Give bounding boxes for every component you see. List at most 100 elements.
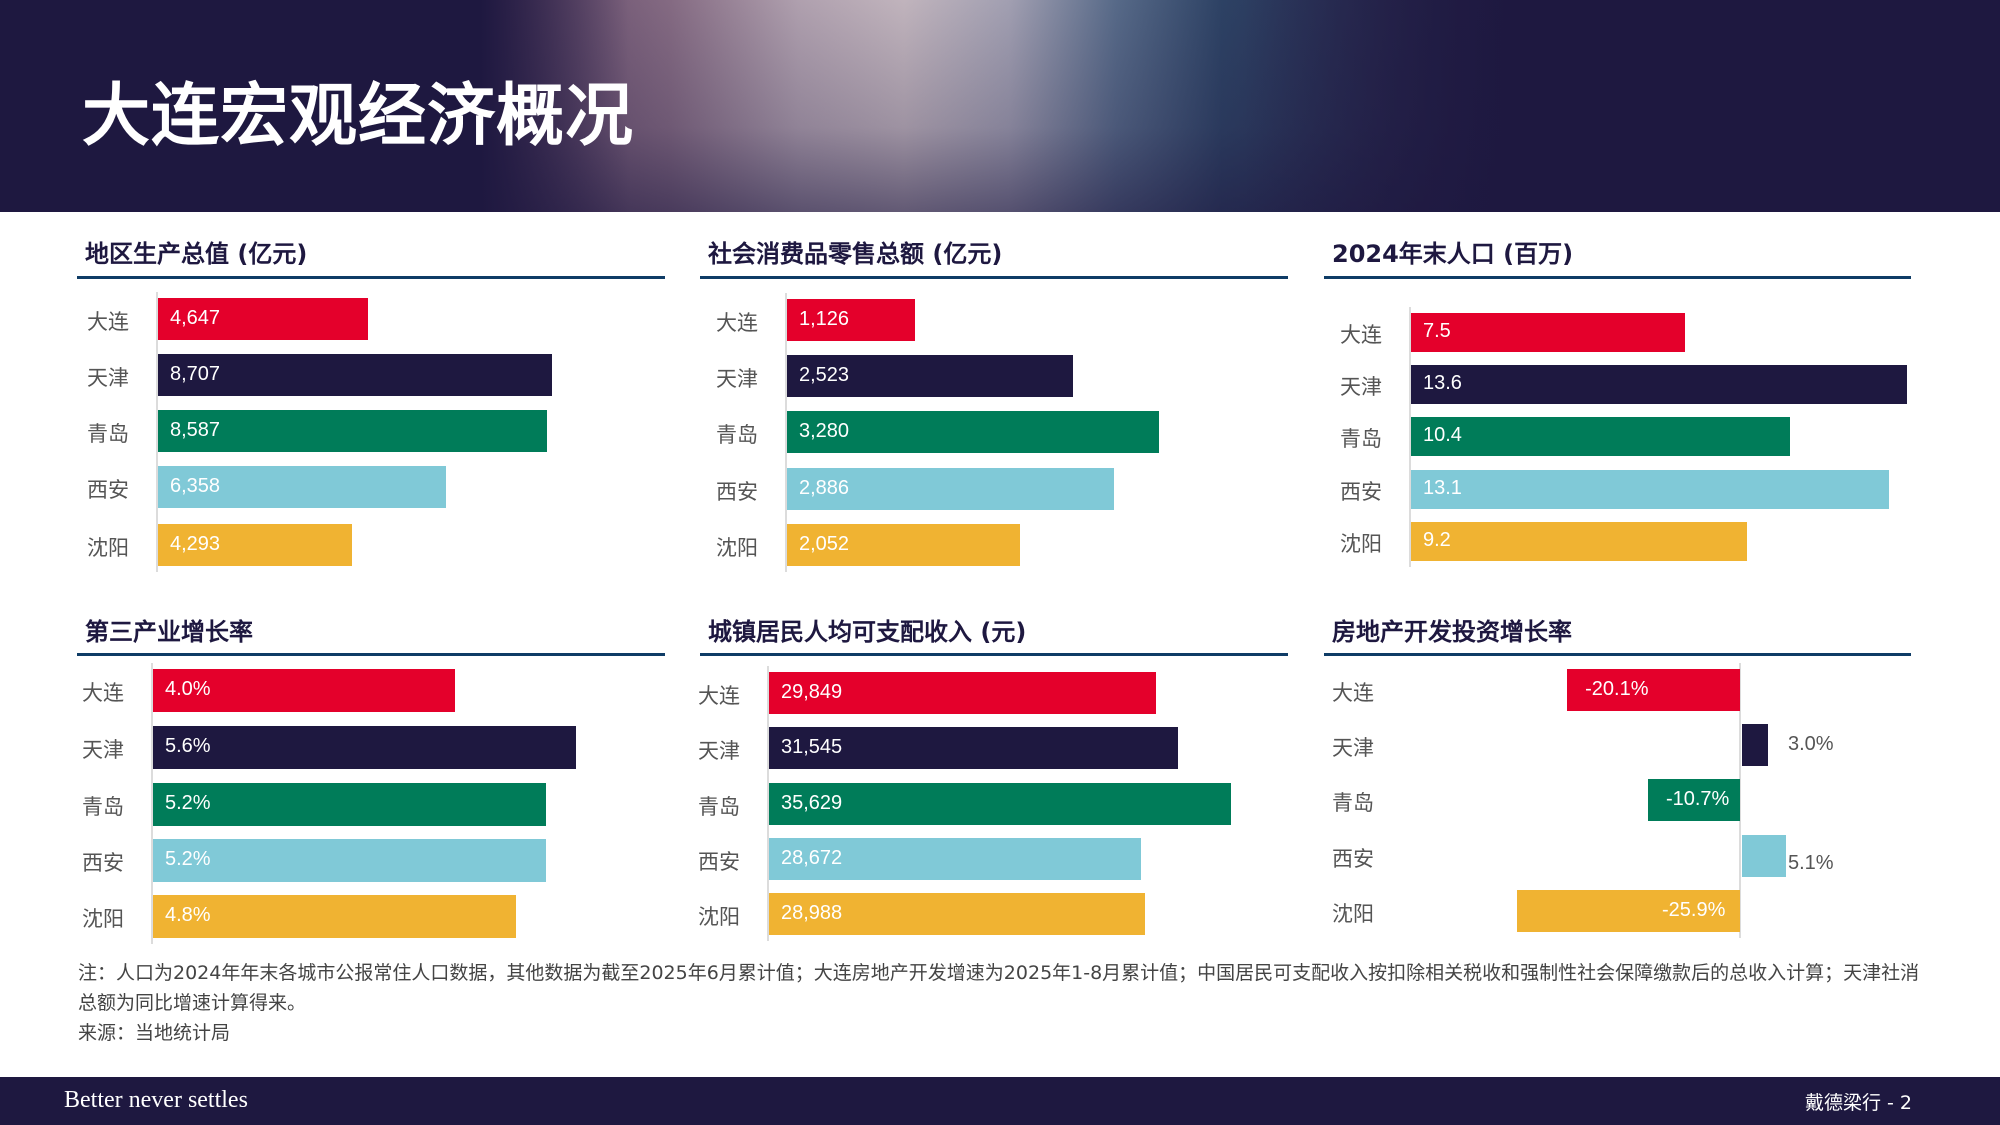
category-label: 西安 bbox=[1332, 847, 1374, 871]
chart-title: 地区生产总值 (亿元) bbox=[85, 240, 308, 268]
bar-value-label: 29,849 bbox=[781, 681, 843, 703]
category-label: 青岛 bbox=[1332, 791, 1374, 815]
page-title: 大连宏观经济概况 bbox=[82, 77, 635, 156]
bar-value-label: 9.2 bbox=[1423, 529, 1451, 551]
category-label: 大连 bbox=[716, 311, 758, 335]
bar-value-label: 10.4 bbox=[1423, 424, 1462, 446]
category-label: 天津 bbox=[716, 367, 758, 391]
category-label: 沈阳 bbox=[1332, 902, 1374, 926]
category-label: 青岛 bbox=[698, 795, 740, 819]
category-label: 西安 bbox=[82, 851, 124, 875]
category-label: 大连 bbox=[698, 684, 740, 708]
chart-disposable-income: 城镇居民人均可支配收入 (元) 大连 29,849 天津 31,545 青岛 35,629 西… bbox=[698, 612, 1288, 952]
category-label: 沈阳 bbox=[1340, 532, 1382, 556]
bar-1 bbox=[153, 725, 576, 769]
category-label: 沈阳 bbox=[716, 536, 758, 560]
chart-title-underline bbox=[77, 653, 665, 656]
category-label: 青岛 bbox=[82, 795, 124, 819]
source-text: 来源：当地统计局 bbox=[78, 1022, 231, 1044]
bar-1 bbox=[1742, 724, 1768, 766]
bar-value-label: -10.7% bbox=[1665, 788, 1730, 810]
chart-title: 第三产业增长率 bbox=[85, 618, 253, 646]
bar-0 bbox=[153, 668, 456, 712]
bar-value-label: 6,358 bbox=[170, 475, 221, 497]
category-label: 天津 bbox=[698, 739, 740, 763]
axis-line bbox=[1409, 306, 1411, 567]
bar-2 bbox=[769, 783, 1231, 825]
bar-4 bbox=[158, 524, 353, 566]
bar-value-label: 7.5 bbox=[1423, 320, 1451, 342]
category-label: 沈阳 bbox=[82, 907, 124, 931]
bar-4 bbox=[153, 894, 516, 938]
bar-value-label: -20.1% bbox=[1585, 678, 1649, 700]
axis-line bbox=[785, 293, 787, 572]
bar-value-label: -25.9% bbox=[1662, 899, 1726, 921]
bar-value-label: 28,672 bbox=[781, 847, 843, 869]
footnotes: 注：人口为2024年年末各城市公报常住人口数据，其他数据为截至2025年6月累计… bbox=[78, 958, 1928, 1048]
bar-value-label: 5.2% bbox=[165, 848, 211, 870]
category-label: 大连 bbox=[1340, 323, 1382, 347]
bar-0 bbox=[787, 299, 915, 341]
bar-value-label: 2,523 bbox=[799, 364, 850, 386]
axis-line bbox=[151, 662, 153, 944]
bar-value-label: 5.1% bbox=[1788, 852, 1834, 874]
chart-title: 房地产开发投资增长率 bbox=[1332, 618, 1572, 646]
bar-0 bbox=[1567, 669, 1740, 711]
bar-1 bbox=[1411, 364, 1907, 404]
footnote-text: 注：人口为2024年年末各城市公报常住人口数据，其他数据为截至2025年6月累计… bbox=[78, 962, 1920, 1014]
chart-title-underline bbox=[700, 653, 1288, 656]
bar-2 bbox=[1647, 779, 1740, 821]
bar-1 bbox=[787, 355, 1074, 397]
bar-3 bbox=[769, 838, 1141, 880]
chart-retail-sales: 社会消费品零售总额 (亿元) 大连 1,126 天津 2,523 青岛 3,280 西安 2,8… bbox=[700, 234, 1288, 574]
chart-tertiary-growth: 第三产业增长率 大连 4.0% 天津 5.6% 青岛 5.2% 西安 5.2% 沈阳 4.8% bbox=[77, 612, 665, 952]
category-label: 青岛 bbox=[716, 423, 758, 447]
category-label: 大连 bbox=[87, 310, 129, 334]
chart-title: 社会消费品零售总额 (亿元) bbox=[708, 240, 1003, 268]
bar-value-label: 2,052 bbox=[799, 533, 850, 555]
category-label: 西安 bbox=[1340, 480, 1382, 504]
bar-4 bbox=[787, 524, 1020, 566]
bar-value-label: 8,707 bbox=[170, 363, 221, 385]
category-label: 西安 bbox=[698, 850, 740, 874]
chart-title: 2024年末人口 (百万) bbox=[1332, 240, 1574, 268]
chart-real-estate-investment: 房地产开发投资增长率 大连 -20.1% 天津 3.0% 青岛 -10.7% 西安 5.1% 沈阳… bbox=[1324, 612, 1911, 952]
bar-0 bbox=[1411, 312, 1685, 352]
bar-value-label: 28,988 bbox=[781, 902, 843, 924]
bar-3 bbox=[1742, 835, 1786, 877]
bar-1 bbox=[158, 354, 552, 396]
bar-value-label: 1,126 bbox=[799, 308, 850, 330]
bar-value-label: 5.6% bbox=[165, 735, 211, 757]
bar-3 bbox=[153, 838, 546, 882]
bar-value-label: 35,629 bbox=[781, 792, 843, 814]
bar-2 bbox=[787, 411, 1159, 453]
bar-4 bbox=[1517, 890, 1740, 932]
footer-tagline: Better never settles bbox=[64, 1087, 248, 1113]
bar-3 bbox=[158, 466, 446, 508]
category-label: 大连 bbox=[1332, 681, 1374, 705]
bar-value-label: 5.2% bbox=[165, 792, 211, 814]
bar-0 bbox=[158, 298, 369, 340]
bar-value-label: 3,280 bbox=[799, 420, 850, 442]
category-label: 青岛 bbox=[1340, 427, 1382, 451]
bar-3 bbox=[1411, 469, 1889, 509]
category-label: 沈阳 bbox=[698, 905, 740, 929]
axis-line bbox=[156, 292, 158, 572]
bar-value-label: 4,647 bbox=[170, 307, 221, 329]
category-label: 西安 bbox=[716, 480, 758, 504]
category-label: 天津 bbox=[87, 366, 129, 390]
bar-value-label: 13.1 bbox=[1423, 477, 1462, 499]
header-banner: 大连宏观经济概况 bbox=[0, 0, 2000, 212]
bar-2 bbox=[158, 410, 547, 452]
category-label: 西安 bbox=[87, 478, 129, 502]
bar-1 bbox=[769, 727, 1179, 769]
category-label: 天津 bbox=[1332, 736, 1374, 760]
bar-value-label: 8,587 bbox=[170, 419, 221, 441]
bar-value-label: 4,293 bbox=[170, 533, 221, 555]
chart-gdp: 地区生产总值 (亿元) 大连 4,647 天津 8,707 青岛 8,587 西安 6,358 沈… bbox=[77, 234, 665, 574]
bar-value-label: 13.6 bbox=[1423, 372, 1462, 394]
bar-4 bbox=[1411, 521, 1747, 561]
bar-4 bbox=[769, 893, 1145, 935]
chart-title-underline bbox=[1324, 276, 1911, 279]
bar-value-label: 4.8% bbox=[165, 904, 211, 926]
